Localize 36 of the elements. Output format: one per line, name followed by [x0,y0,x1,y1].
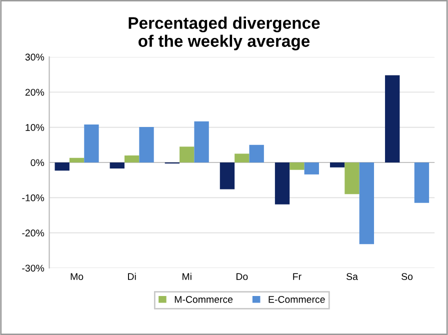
y-tick-label: 30% [25,54,44,61]
x-tick-label: Fr [293,273,302,280]
bar [290,162,304,170]
bar [69,158,84,162]
bar [194,121,209,162]
bar [330,162,345,168]
bar [274,162,290,204]
x-tick-label: Sa [346,273,358,280]
bar [385,75,400,162]
bar [54,162,70,171]
y-tick-label: -30% [22,264,44,272]
y-tick-label: -10% [22,194,44,202]
y-tick-label: 10% [26,124,44,131]
legend-label: M-Commerce [174,296,233,303]
bar [359,162,374,244]
bar [344,162,360,194]
y-tick-label: -20% [22,230,44,236]
y-tick-label: 20% [25,88,44,96]
bar [249,144,264,162]
x-tick-label: Mi [182,272,192,280]
bar [304,162,319,174]
bar [84,124,99,162]
x-tick-label: Di [128,272,136,280]
bar [139,126,154,162]
x-tick-label: Mo [70,273,84,280]
bar [220,162,235,190]
bar [234,154,250,162]
bar [110,162,124,168]
bar [124,155,140,162]
chart-title: Percentaged divergence of the weekly average [128,16,320,50]
legend-label: E-Commerce [268,296,325,303]
x-tick-label: Do [236,273,248,280]
bar [180,146,194,162]
bar [414,162,430,203]
y-tick-label: 0% [30,159,44,166]
x-tick-label: So [402,273,413,280]
